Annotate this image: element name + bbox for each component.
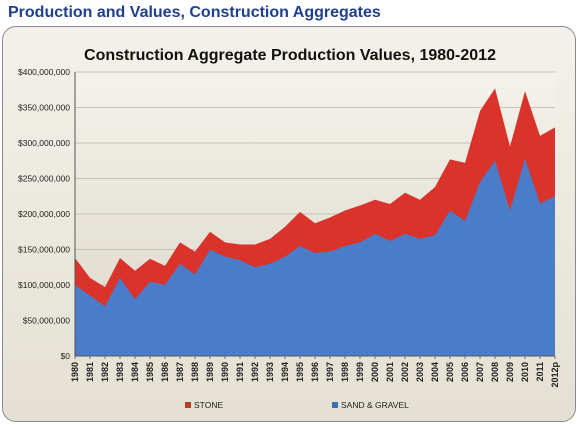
y-tick-label: $0 [61, 351, 71, 361]
x-tick-label: 1998 [340, 362, 350, 382]
legend-label: SAND & GRAVEL [341, 400, 409, 410]
x-tick-label: 1996 [310, 362, 320, 382]
y-tick-label: $200,000,000 [18, 209, 70, 219]
y-tick-label: $50,000,000 [23, 316, 71, 326]
y-tick-label: $300,000,000 [18, 138, 70, 148]
legend-swatch [332, 402, 338, 408]
y-axis: $0 $50,000,000 $100,000,000 $150,000,000 $20… [18, 67, 70, 361]
x-tick-label: 2008 [490, 362, 500, 382]
x-tick-label: 1992 [250, 362, 260, 382]
x-tick-label: 2002 [400, 362, 410, 382]
x-tick-label: 2012p [550, 362, 560, 388]
x-tick-label: 1994 [280, 362, 290, 382]
series-sand-gravel [75, 158, 555, 356]
x-tick-label: 2009 [505, 362, 515, 382]
x-tick-label: 2000 [370, 362, 380, 382]
y-tick-label: $400,000,000 [18, 67, 70, 77]
x-tick-label: 2003 [415, 362, 425, 382]
y-tick-label: $150,000,000 [18, 245, 70, 255]
x-tick-label: 1991 [235, 362, 245, 382]
x-tick-label: 1988 [190, 362, 200, 382]
x-tick-label: 2006 [460, 362, 470, 382]
x-tick-label: 1980 [70, 362, 80, 382]
x-tick-label: 2005 [445, 362, 455, 382]
x-tick-label: 1999 [355, 362, 365, 382]
y-tick-label: $350,000,000 [18, 103, 70, 113]
x-tick-label: 2004 [430, 362, 440, 382]
x-tick-label: 1990 [220, 362, 230, 382]
x-tick-label: 1997 [325, 362, 335, 382]
x-tick-label: 1981 [85, 362, 95, 382]
legend-label: STONE [194, 400, 223, 410]
x-tick-label: 1987 [175, 362, 185, 382]
x-tick-label: 1989 [205, 362, 215, 382]
x-tick-label: 1983 [115, 362, 125, 382]
x-tick-label: 1984 [130, 362, 140, 382]
x-axis: 1980 1981 1982 1983 1984 1985 1986 1987 1988 1989… [70, 356, 560, 388]
x-tick-label: 1995 [295, 362, 305, 382]
y-tick-label: $100,000,000 [18, 280, 70, 290]
y-tick-label: $250,000,000 [18, 174, 70, 184]
x-tick-label: 2011 [535, 362, 545, 382]
x-tick-label: 2007 [475, 362, 485, 382]
x-tick-label: 1986 [160, 362, 170, 382]
x-tick-label: 2001 [385, 362, 395, 382]
page-header: Production and Values, Construction Aggr… [8, 4, 381, 21]
x-tick-label: 2010 [520, 362, 530, 382]
x-tick-label: 1993 [265, 362, 275, 382]
x-tick-label: 1982 [100, 362, 110, 382]
legend-swatch [185, 402, 191, 408]
x-tick-label: 1985 [145, 362, 155, 382]
legend: STONE SAND & GRAVEL [185, 400, 409, 410]
chart-title: Construction Aggregate Production Values… [84, 47, 496, 64]
